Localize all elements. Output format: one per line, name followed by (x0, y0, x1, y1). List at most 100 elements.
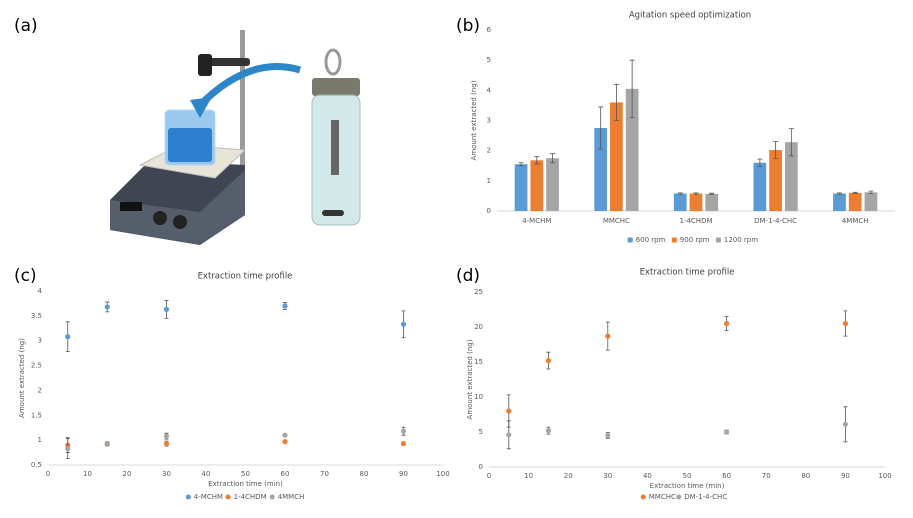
bar (625, 88, 639, 211)
error-bar (868, 190, 874, 194)
point (400, 428, 407, 434)
point (65, 334, 71, 340)
y-tick-label: 2 (487, 147, 491, 155)
error-bar (693, 192, 699, 195)
x-tick-label: 80 (360, 470, 369, 478)
x-tick-label: 0 (487, 472, 491, 480)
x-tick-label: DM-1-4-CHC (754, 217, 797, 225)
legend-swatch (671, 237, 677, 243)
x-tick-label: 80 (801, 472, 810, 480)
x-tick-label: 1-4CHDM (679, 217, 712, 225)
y-tick-label: 2.5 (31, 362, 42, 370)
y-tick-label: 15 (474, 358, 483, 366)
bar (769, 150, 782, 211)
x-tick-label: 20 (564, 472, 573, 480)
legend-label: 1200 rpm (724, 236, 758, 244)
point (842, 320, 849, 327)
y-tick-label: 3 (38, 337, 42, 345)
x-tick-label: 40 (202, 470, 211, 478)
point (400, 321, 407, 327)
x-tick-label: 50 (241, 470, 250, 478)
x-tick-label: 60 (722, 472, 731, 480)
y-tick-label: 4 (487, 86, 492, 94)
x-tick-label: 10 (83, 470, 92, 478)
x-tick-label: 10 (524, 472, 533, 480)
x-tick-label: 100 (878, 472, 891, 480)
bar (514, 164, 528, 211)
point (65, 445, 71, 452)
y-tick-label: 0 (487, 207, 491, 215)
error-bar (852, 191, 858, 194)
bar (784, 142, 798, 211)
x-tick-label: 20 (123, 470, 132, 478)
error-bar (836, 192, 842, 195)
x-tick-label: 70 (762, 472, 771, 480)
error-bar (598, 106, 604, 150)
y-axis-label: Amount extracted (ng) (18, 338, 26, 418)
y-tick-label: 0.5 (31, 461, 42, 469)
point (282, 439, 288, 445)
x-axis-label: Extraction time (min) (208, 480, 283, 488)
legend-swatch (640, 494, 646, 500)
y-tick-label: 5 (487, 56, 491, 64)
point (506, 408, 512, 414)
panel-label: (b) (456, 16, 480, 36)
legend-label: DM-1-4-CHC (684, 493, 727, 501)
error-bar (613, 83, 619, 121)
bar (753, 162, 767, 211)
point (545, 358, 552, 364)
point (506, 432, 512, 438)
y-axis-label: Amount extracted (ng) (470, 80, 478, 160)
bar (833, 193, 846, 211)
point (282, 303, 288, 309)
y-tick-label: 10 (474, 393, 483, 401)
error-bar (709, 192, 715, 195)
y-tick-label: 1 (487, 177, 491, 185)
error-bar (757, 158, 763, 167)
x-tick-label: 4-MCHM (522, 217, 551, 225)
legend-swatch (185, 494, 191, 500)
point (545, 428, 552, 434)
bar (864, 192, 878, 211)
point (163, 306, 170, 312)
legend-label: 4-MCHM (194, 493, 223, 501)
legend-swatch (715, 237, 721, 243)
point (605, 333, 611, 339)
bar (610, 102, 623, 211)
x-tick-label: MMCHC (603, 217, 630, 225)
point (400, 441, 407, 447)
y-tick-label: 1 (38, 436, 42, 444)
bar (848, 192, 862, 211)
y-tick-label: 5 (479, 428, 483, 436)
x-tick-label: 30 (162, 470, 171, 478)
y-axis-label: Amount extracted (ng) (466, 339, 474, 419)
bar (546, 158, 559, 211)
panel-label: (d) (456, 266, 480, 286)
legend-swatch (627, 237, 633, 243)
bar (689, 193, 703, 211)
legend-label: 1-4CHDM (234, 493, 267, 501)
panel-label: (a) (14, 16, 38, 36)
y-tick-label: 3.5 (31, 312, 42, 320)
x-tick-label: 0 (46, 470, 50, 478)
error-bar (629, 59, 635, 118)
y-tick-label: 2 (38, 386, 42, 394)
point (104, 304, 110, 310)
chart-title: Agitation speed optimization (629, 11, 751, 21)
error-bar (677, 192, 683, 195)
point (724, 429, 730, 435)
legend-swatch (269, 494, 275, 500)
x-tick-label: 4MMCH (842, 217, 869, 225)
legend-swatch (225, 494, 231, 500)
legend-label: 4MMCH (278, 493, 305, 501)
bar (594, 128, 608, 211)
point (724, 320, 730, 327)
bar (705, 193, 719, 211)
point (842, 421, 849, 427)
x-tick-label: 90 (399, 470, 408, 478)
x-axis-label: Extraction time (min) (650, 482, 725, 490)
x-tick-label: 70 (320, 470, 329, 478)
point (605, 432, 611, 439)
point (104, 441, 110, 447)
error-bar (788, 128, 794, 157)
